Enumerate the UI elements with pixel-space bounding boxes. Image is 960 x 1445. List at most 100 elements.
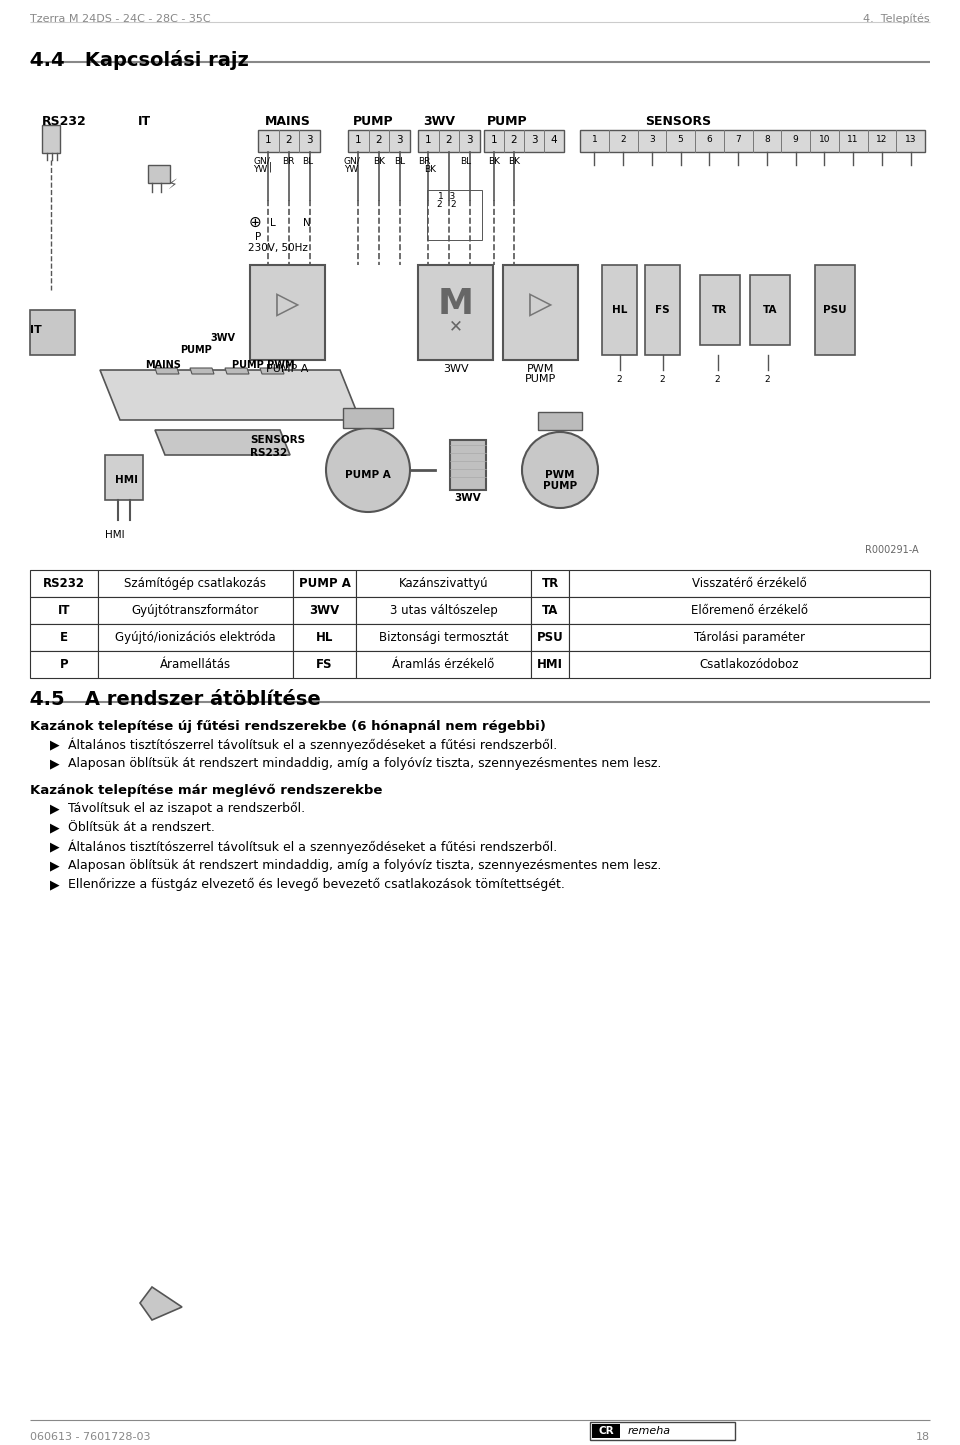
Text: BL: BL bbox=[394, 158, 405, 166]
Bar bbox=[98, 624, 293, 652]
Text: Tárolási paraméter: Tárolási paraméter bbox=[694, 631, 805, 644]
Text: ⊕: ⊕ bbox=[249, 215, 261, 230]
Text: Általános tisztítószerrel távolítsuk el a szennyeződéseket a fűtési rendszerből.: Általános tisztítószerrel távolítsuk el … bbox=[68, 738, 557, 753]
Text: M: M bbox=[438, 288, 473, 321]
Text: ▷: ▷ bbox=[276, 290, 300, 319]
Bar bbox=[293, 597, 356, 624]
Text: Távolítsuk el az iszapot a rendszerből.: Távolítsuk el az iszapot a rendszerből. bbox=[68, 802, 305, 815]
Bar bbox=[569, 569, 930, 597]
Bar bbox=[98, 652, 293, 678]
Text: SENSORS: SENSORS bbox=[250, 435, 305, 445]
Text: 1: 1 bbox=[591, 134, 597, 144]
Text: BL: BL bbox=[460, 158, 471, 166]
Bar bbox=[30, 652, 98, 678]
Text: GN/: GN/ bbox=[253, 158, 270, 166]
Bar bbox=[293, 652, 356, 678]
Bar bbox=[450, 439, 486, 490]
Bar bbox=[293, 569, 356, 597]
Text: Számítógép csatlakozás: Számítógép csatlakozás bbox=[125, 577, 267, 590]
Bar bbox=[569, 597, 930, 624]
Text: 3WV: 3WV bbox=[210, 332, 235, 342]
Text: MAINS: MAINS bbox=[145, 360, 180, 370]
Text: 2: 2 bbox=[445, 134, 452, 144]
Text: 2: 2 bbox=[616, 376, 622, 384]
Bar bbox=[356, 597, 531, 624]
Bar bbox=[580, 130, 925, 152]
Circle shape bbox=[326, 428, 410, 512]
Text: 3: 3 bbox=[531, 134, 538, 144]
Polygon shape bbox=[155, 431, 290, 455]
Text: Visszatérő érzékelő: Visszatérő érzékelő bbox=[692, 577, 806, 590]
Text: 3WV: 3WV bbox=[423, 116, 455, 129]
Text: IT: IT bbox=[138, 116, 151, 129]
Text: PUMP A: PUMP A bbox=[266, 364, 309, 374]
Text: 1: 1 bbox=[491, 134, 497, 144]
Bar bbox=[356, 652, 531, 678]
Text: 5: 5 bbox=[678, 134, 684, 144]
Text: HMI: HMI bbox=[106, 530, 125, 540]
Text: L: L bbox=[270, 218, 276, 228]
Text: 230V, 50Hz: 230V, 50Hz bbox=[248, 243, 308, 253]
Text: 11: 11 bbox=[848, 134, 859, 144]
Text: ▶: ▶ bbox=[50, 840, 60, 853]
Text: 2: 2 bbox=[660, 376, 665, 384]
Bar bbox=[645, 264, 680, 355]
Bar bbox=[356, 624, 531, 652]
Text: ▷: ▷ bbox=[529, 290, 552, 319]
Bar bbox=[531, 597, 569, 624]
Text: Előremenő érzékelő: Előremenő érzékelő bbox=[691, 604, 808, 617]
Text: Áramlás érzékelő: Áramlás érzékelő bbox=[393, 657, 494, 670]
Text: YW: YW bbox=[344, 165, 358, 173]
Text: 4.4   Kapcsolási rajz: 4.4 Kapcsolási rajz bbox=[30, 51, 249, 69]
Text: ▶: ▶ bbox=[50, 738, 60, 751]
Bar bbox=[98, 597, 293, 624]
Bar bbox=[602, 264, 637, 355]
Bar bbox=[590, 1422, 735, 1441]
Bar bbox=[250, 264, 325, 360]
Text: Kazánok telepítése már meglévő rendszerekbe: Kazánok telepítése már meglévő rendszere… bbox=[30, 785, 382, 798]
Text: SENSORS: SENSORS bbox=[645, 116, 711, 129]
Bar bbox=[258, 130, 320, 152]
Polygon shape bbox=[155, 368, 179, 374]
Text: 2: 2 bbox=[436, 199, 442, 210]
Text: 2: 2 bbox=[511, 134, 517, 144]
Bar bbox=[343, 407, 393, 428]
Text: 1  3: 1 3 bbox=[438, 192, 455, 201]
Text: 2: 2 bbox=[620, 134, 626, 144]
Text: 4: 4 bbox=[551, 134, 558, 144]
Text: Kazánok telepítése új fűtési rendszerekbe (6 hónapnál nem régebbi): Kazánok telepítése új fűtési rendszerekb… bbox=[30, 720, 546, 733]
Text: PUMP PWM: PUMP PWM bbox=[232, 360, 295, 370]
Bar bbox=[293, 624, 356, 652]
Text: |: | bbox=[269, 162, 272, 172]
Text: PUMP: PUMP bbox=[525, 374, 556, 384]
Text: TA: TA bbox=[541, 604, 558, 617]
Text: 13: 13 bbox=[905, 134, 917, 144]
Text: ▶: ▶ bbox=[50, 757, 60, 770]
Text: RS232: RS232 bbox=[43, 577, 85, 590]
Text: PUMP A: PUMP A bbox=[299, 577, 350, 590]
Circle shape bbox=[522, 432, 598, 509]
Text: 2: 2 bbox=[450, 199, 456, 210]
Text: remeha: remeha bbox=[628, 1426, 671, 1436]
Text: PUMP: PUMP bbox=[180, 345, 212, 355]
Bar bbox=[418, 264, 493, 360]
Text: PUMP: PUMP bbox=[543, 481, 577, 491]
Text: 2: 2 bbox=[765, 376, 770, 384]
Text: Öblítsük át a rendszert.: Öblítsük át a rendszert. bbox=[68, 821, 215, 834]
Bar bbox=[531, 569, 569, 597]
Text: 7: 7 bbox=[735, 134, 741, 144]
Text: RS232: RS232 bbox=[250, 448, 287, 458]
Bar bbox=[148, 165, 170, 184]
Bar bbox=[531, 624, 569, 652]
Polygon shape bbox=[190, 368, 214, 374]
Bar bbox=[418, 130, 480, 152]
Polygon shape bbox=[225, 368, 249, 374]
Text: BK: BK bbox=[424, 165, 436, 173]
Bar bbox=[105, 455, 143, 500]
Text: 3: 3 bbox=[396, 134, 403, 144]
Polygon shape bbox=[140, 1287, 182, 1319]
Text: TA: TA bbox=[763, 305, 778, 315]
Text: 6: 6 bbox=[707, 134, 712, 144]
Text: Gyújtó/ionizációs elektróda: Gyújtó/ionizációs elektróda bbox=[115, 631, 276, 644]
Text: PSU: PSU bbox=[823, 305, 847, 315]
